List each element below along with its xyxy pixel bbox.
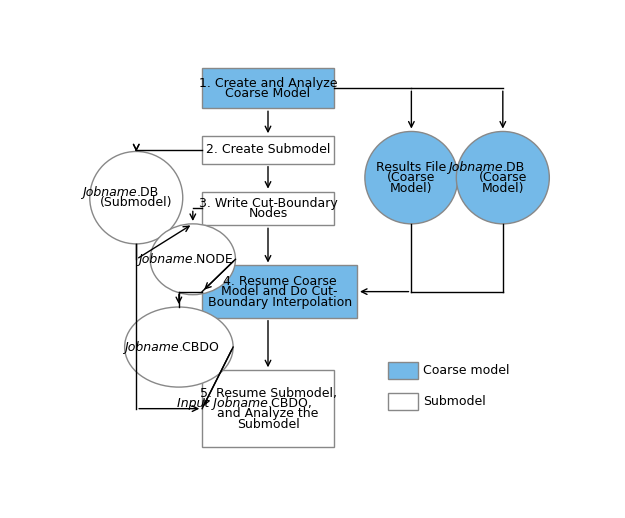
- Text: Input Jobname: Input Jobname: [177, 397, 268, 410]
- FancyBboxPatch shape: [388, 393, 418, 410]
- FancyBboxPatch shape: [202, 136, 334, 164]
- Text: Model): Model): [390, 181, 432, 195]
- Text: Jobname: Jobname: [124, 340, 179, 354]
- Ellipse shape: [90, 151, 182, 244]
- Text: 5. Resume Submodel,: 5. Resume Submodel,: [199, 386, 336, 399]
- Text: Submodel: Submodel: [237, 418, 299, 431]
- Text: 1. Create and Analyze: 1. Create and Analyze: [199, 77, 338, 90]
- Text: .CBDO,: .CBDO,: [268, 397, 313, 410]
- Ellipse shape: [365, 132, 458, 224]
- Text: 4. Resume Coarse: 4. Resume Coarse: [223, 275, 336, 287]
- Ellipse shape: [456, 132, 549, 224]
- Text: Coarse Model: Coarse Model: [226, 87, 311, 100]
- Text: .DB: .DB: [136, 186, 159, 199]
- Text: .DB: .DB: [503, 161, 525, 174]
- Text: (Coarse: (Coarse: [479, 171, 527, 184]
- Text: (Submodel): (Submodel): [100, 196, 172, 209]
- FancyBboxPatch shape: [202, 265, 357, 318]
- FancyBboxPatch shape: [202, 370, 334, 447]
- Text: .NODE: .NODE: [193, 253, 234, 266]
- Text: Nodes: Nodes: [248, 207, 288, 220]
- Text: Results File: Results File: [376, 161, 446, 174]
- Ellipse shape: [150, 224, 236, 295]
- Text: .CBDO: .CBDO: [179, 340, 220, 354]
- Text: Boundary Interpolation: Boundary Interpolation: [208, 295, 352, 309]
- FancyBboxPatch shape: [388, 363, 418, 379]
- Text: and Analyze the: and Analyze the: [217, 407, 319, 421]
- Text: (Coarse: (Coarse: [388, 171, 436, 184]
- FancyBboxPatch shape: [202, 192, 334, 225]
- Text: Submodel: Submodel: [423, 395, 486, 408]
- Text: Jobname: Jobname: [138, 253, 193, 266]
- FancyBboxPatch shape: [202, 68, 334, 108]
- Text: Jobname: Jobname: [448, 161, 503, 174]
- Text: Model): Model): [482, 181, 524, 195]
- Text: Jobname: Jobname: [82, 186, 136, 199]
- Text: 2. Create Submodel: 2. Create Submodel: [206, 143, 330, 156]
- Text: 3. Write Cut-Boundary: 3. Write Cut-Boundary: [199, 197, 338, 210]
- Ellipse shape: [124, 307, 233, 387]
- Text: Coarse model: Coarse model: [423, 365, 509, 378]
- Text: Model and Do Cut-: Model and Do Cut-: [221, 285, 338, 298]
